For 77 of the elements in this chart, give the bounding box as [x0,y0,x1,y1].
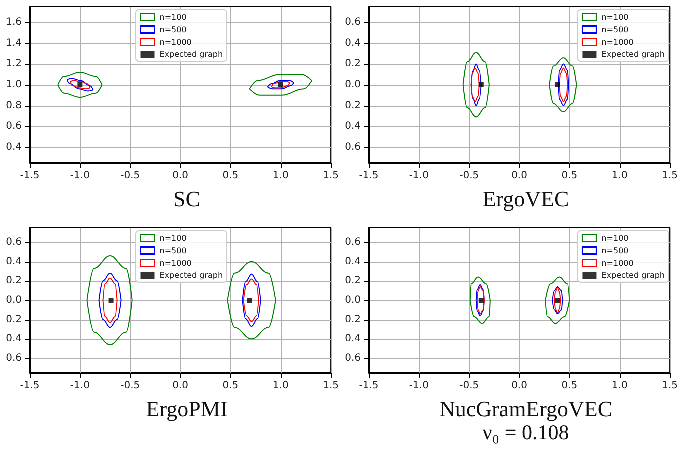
legend-label: n=500 [602,246,629,256]
x-tick-label: -1.0 [70,380,90,392]
x-tick-label: 1.0 [612,170,628,182]
x-tick-label: 0.5 [562,380,578,392]
legend-label: n=1000 [602,258,634,268]
y-tick-label: 0.4 [345,334,361,345]
y-tick-label: 0.2 [345,100,361,112]
y-tick-label: 0.4 [6,142,22,153]
legend-label: n=100 [160,234,187,243]
legend-label: n=500 [160,246,187,256]
y-tick-label: 1.4 [6,38,22,49]
legend-label: n=500 [160,25,187,34]
legend-label: n=100 [602,234,629,243]
x-tick-label: 0.0 [172,380,188,392]
x-tick-label: 0.5 [562,170,578,182]
y-tick-label: 1.2 [6,58,22,70]
y-tick-label: 0.4 [6,334,22,345]
x-tick-label: 1.5 [323,380,339,392]
y-tick-label: 1.0 [6,80,22,90]
x-tick-label: -0.5 [120,170,140,182]
y-tick-label: 0.6 [345,142,361,153]
x-tick-label: 1.0 [272,380,289,392]
y-tick-label: 0.6 [6,353,22,364]
y-tick-label: 0.0 [345,295,361,306]
text: ErgoVEC [482,186,570,212]
x-tick-label: 1.0 [272,170,289,182]
x-tick-label: -1.0 [409,170,429,182]
y-tick-label: 0.0 [345,80,361,90]
x-tick-label: -1.0 [409,380,429,392]
legend-label: n=1000 [602,38,634,47]
legend-label: Expected graph [602,271,666,280]
legend-label: n=1000 [160,258,192,268]
text: NucGramErgoVEC [439,396,613,422]
y-tick-label: 0.6 [345,353,361,364]
x-tick-label: -1.5 [20,170,40,182]
x-tick-label: -1.5 [20,380,40,392]
y-tick-label: 0.6 [6,121,22,132]
legend-label: n=1000 [160,38,192,47]
y-tick-label: 0.2 [345,58,361,70]
text: ν₀ = 0.108 [482,420,570,444]
x-tick-label: 1.5 [662,380,678,392]
legend-label: Expected graph [160,50,224,59]
legend-label: n=100 [160,12,187,22]
x-tick-label: -0.5 [460,170,480,182]
y-tick-label: 0.2 [6,276,22,287]
x-tick-label: 1.5 [323,170,339,182]
y-tick-label: 1.6 [6,17,22,28]
y-tick-label: 0.0 [6,295,22,306]
y-tick-label: 0.2 [345,276,361,287]
y-tick-label: 0.4 [345,121,361,132]
legend-label: Expected graph [602,50,666,59]
x-tick-label: -1.0 [70,170,90,182]
y-tick-label: 0.8 [6,100,22,112]
y-tick-label: 0.6 [345,237,361,248]
y-tick-label: 0.4 [345,38,361,49]
y-tick-label: 0.2 [6,314,22,326]
y-tick-label: 0.4 [345,256,361,268]
text: SC [174,186,200,212]
x-tick-label: 0.5 [222,380,239,392]
x-tick-label: -0.5 [460,380,480,392]
x-tick-label: -1.5 [359,170,379,182]
x-tick-label: 1.0 [612,380,628,392]
text: ErgoPMI [146,396,228,422]
x-tick-label: 0.0 [512,170,528,182]
y-tick-label: 0.6 [345,17,361,28]
x-tick-label: 0.0 [172,170,188,182]
legend-label: n=500 [602,25,629,34]
y-tick-label: 0.2 [345,314,361,326]
x-tick-label: 0.5 [222,170,239,182]
legend-label: Expected graph [160,271,224,280]
x-tick-label: 1.5 [662,170,678,182]
y-tick-label: 0.6 [6,237,22,248]
x-tick-label: -0.5 [120,380,140,392]
x-tick-label: 0.0 [512,380,528,392]
legend-label: n=100 [602,12,629,22]
y-tick-label: 0.4 [6,256,22,268]
x-tick-label: -1.5 [359,380,379,392]
